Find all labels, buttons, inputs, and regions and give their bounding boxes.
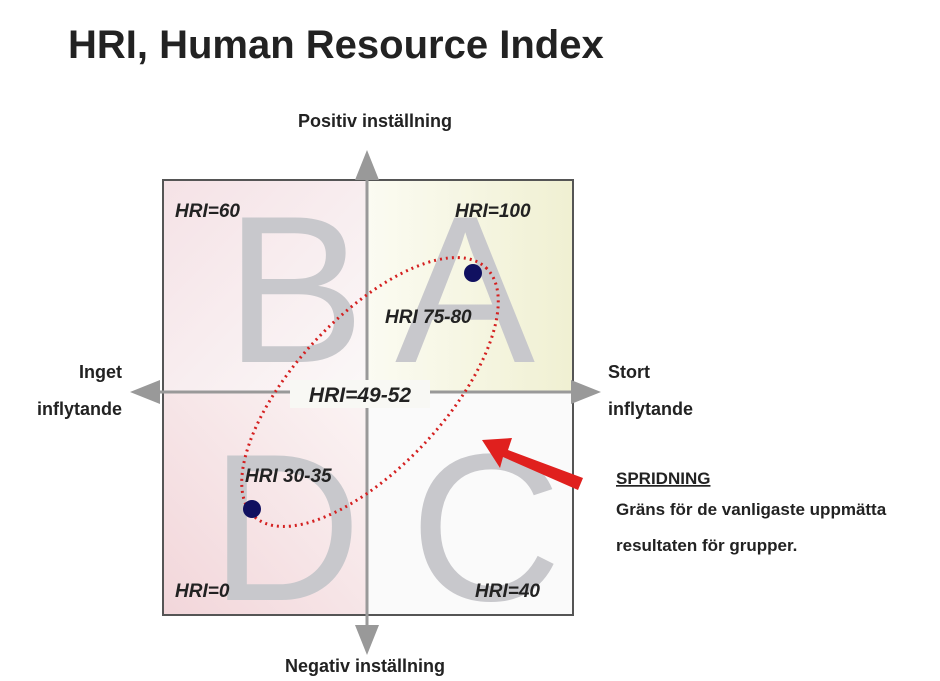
point-label: HRI 75-80 xyxy=(385,307,472,328)
title: HRI, Human Resource Index xyxy=(68,23,604,67)
axis-label: Negativ inställning xyxy=(285,656,445,676)
quadrant-letter: A xyxy=(395,172,535,407)
label-bg xyxy=(290,380,430,408)
quadrant-bg xyxy=(163,180,367,392)
quadrant-letter: B xyxy=(225,172,365,407)
quadrant-label: HRI=60 xyxy=(175,201,240,222)
quadrant-bg xyxy=(367,180,573,392)
axis-label: Positiv inställning xyxy=(298,111,452,131)
quadrant-letter: C xyxy=(410,410,562,645)
annotation-line: resultaten för grupper. xyxy=(616,536,797,555)
spread-ellipse xyxy=(240,256,500,528)
annotation-heading: SPRIDNING xyxy=(616,469,710,488)
point-label: HRI 30-35 xyxy=(245,466,332,487)
center-label: HRI=49-52 xyxy=(309,384,411,407)
quadrant-label: HRI=0 xyxy=(175,581,230,602)
annotation-line: Gräns för de vanligaste uppmätta xyxy=(616,500,887,519)
axis-label: Inget xyxy=(79,362,122,382)
point xyxy=(464,264,482,282)
quadrant-label: HRI=40 xyxy=(475,581,540,602)
quadrant-bg xyxy=(163,392,367,615)
pointer-arrow xyxy=(482,438,583,490)
axis-label: inflytande xyxy=(37,399,122,419)
quadrant-letter: D xyxy=(210,410,362,645)
quadrant-bg xyxy=(367,392,573,615)
quadrant-label: HRI=100 xyxy=(455,201,531,222)
axis-label: Stort xyxy=(608,362,650,382)
point xyxy=(243,500,261,518)
axis-label: inflytande xyxy=(608,399,693,419)
